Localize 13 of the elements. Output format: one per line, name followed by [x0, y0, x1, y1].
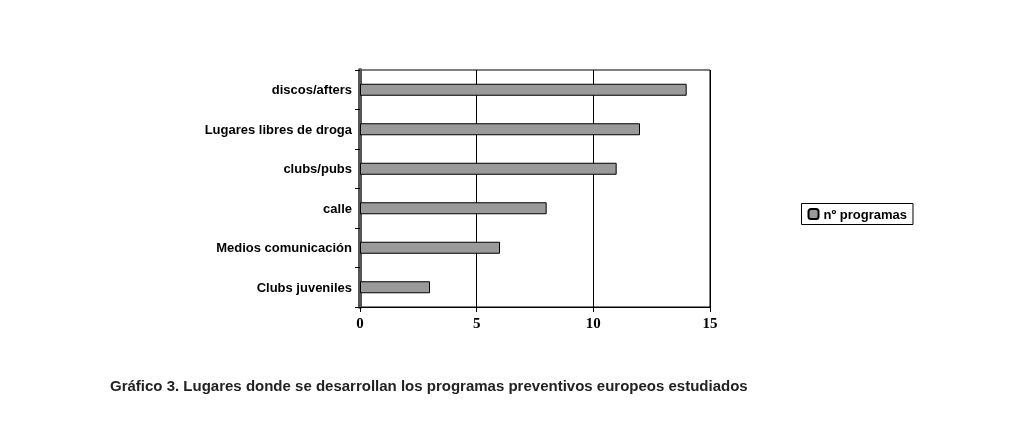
x-tick-label: 5	[472, 314, 481, 331]
x-tick-label: 10	[585, 314, 601, 331]
y-tick-label: discos/afters	[271, 82, 352, 98]
y-tick-label: Lugares libres de droga	[204, 121, 353, 137]
bar	[360, 281, 430, 294]
x-tick-label: 0	[356, 314, 364, 331]
text: Gráfico 3. Lugares donde se desarrollan los programas preventivos europeos estudiados	[110, 377, 748, 394]
y-tick-label: Medios comunicación	[216, 240, 353, 256]
legend-label: nº programas	[823, 206, 908, 222]
y-tick-label: calle	[323, 200, 352, 216]
y-tick-label: clubs/pubs	[283, 161, 352, 177]
y-tick-label: Clubs juveniles	[256, 279, 352, 295]
x-tick-label: 15	[702, 314, 718, 331]
